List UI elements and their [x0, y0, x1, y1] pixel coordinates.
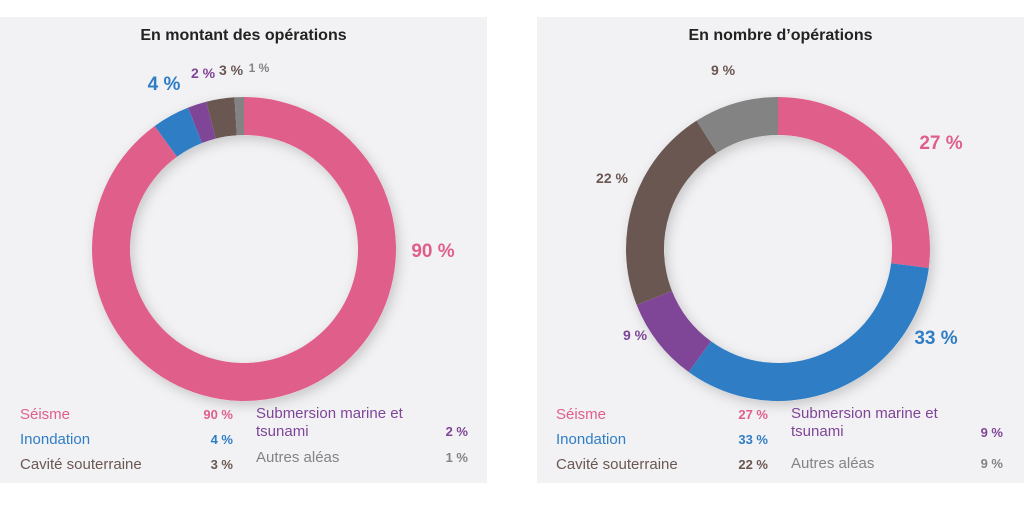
- legend-value-inondation: 33 %: [738, 432, 768, 447]
- chart-panel-amount: 90 % 4 % 2 % 3 % 1 % En montant des opér…: [0, 17, 487, 483]
- slice-cavite: [626, 120, 717, 305]
- legend-label-seisme: Séisme: [20, 406, 71, 423]
- legend-label-inondation: Inondation: [20, 431, 91, 448]
- legend-label-seisme: Séisme: [556, 406, 607, 423]
- data-label-autres: 1 %: [249, 61, 270, 75]
- data-label-cavite: 22 %: [596, 170, 628, 186]
- legend-value-seisme: 27 %: [738, 407, 768, 422]
- data-label-submersion: 2 %: [191, 65, 216, 81]
- legend-value-autres: 1 %: [445, 450, 468, 465]
- legend-value-submersion: 9 %: [980, 425, 1003, 440]
- legend-value-submersion: 2 %: [445, 424, 468, 439]
- slice-seisme: [778, 97, 930, 269]
- chart-title: En montant des opérations: [140, 27, 347, 44]
- donut-chart-amount: 90 % 4 % 2 % 3 % 1 %: [91, 61, 455, 402]
- slice-cavite: [206, 97, 237, 139]
- slice-submersion: [188, 101, 216, 144]
- donut-chart-count: 27 % 33 % 9 % 22 % 9 %: [596, 62, 963, 401]
- slice-inondation: [688, 263, 929, 401]
- legend-label-autres: Autres aléas: [791, 455, 875, 472]
- legend-label-cavite: Cavité souterraine: [556, 456, 678, 473]
- legend-value-cavite: 3 %: [210, 457, 233, 472]
- legend-value-seisme: 90 %: [203, 407, 233, 422]
- chart-panel-count: 27 % 33 % 9 % 22 % 9 % En nombre d’opéra…: [537, 17, 1024, 483]
- data-label-inondation: 4 %: [148, 74, 181, 95]
- data-label-seisme: 27 %: [919, 133, 962, 154]
- slice-seisme: [91, 97, 396, 402]
- legend-label-inondation: Inondation: [556, 431, 627, 448]
- legend-label-autres: Autres aléas: [256, 449, 340, 466]
- slice-submersion: [636, 290, 711, 372]
- legend-value-inondation: 4 %: [210, 432, 233, 447]
- slice-autres: [234, 97, 244, 136]
- data-label-seisme: 90 %: [411, 241, 454, 262]
- legend-label-submersion: Submersion marine et tsunami: [791, 405, 938, 440]
- chart-title: En nombre d’opérations: [688, 27, 873, 44]
- legend-value-cavite: 22 %: [738, 457, 768, 472]
- data-label-cavite: 3 %: [219, 62, 244, 78]
- data-label-autres: 9 %: [711, 62, 736, 78]
- legend-label-cavite: Cavité souterraine: [20, 456, 142, 473]
- data-label-submersion: 9 %: [623, 327, 648, 343]
- legend-label-submersion: Submersion marine et tsunami: [256, 405, 403, 440]
- legend-value-autres: 9 %: [980, 456, 1003, 471]
- slice-autres: [696, 97, 778, 153]
- slice-inondation: [154, 107, 203, 157]
- data-label-inondation: 33 %: [914, 328, 957, 349]
